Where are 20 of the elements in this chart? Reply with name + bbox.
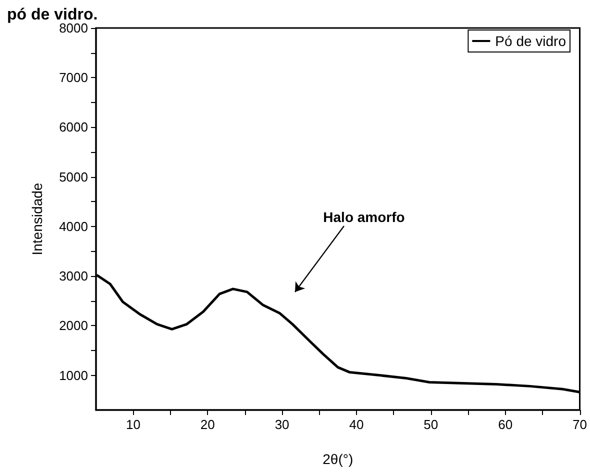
x-tick-label: 10 [126, 417, 140, 432]
x-tick-label: 20 [200, 417, 215, 432]
y-tick-label: 8000 [59, 20, 88, 36]
x-tick-label: 70 [572, 417, 588, 432]
x-tick-label: 30 [274, 417, 290, 432]
y-tick-label: 6000 [59, 120, 88, 135]
y-tick-label: 7000 [59, 70, 88, 86]
annotation: Halo amorfo [323, 209, 405, 225]
x-tick-label: 50 [424, 417, 438, 432]
x-axis-title: 2θ(°) [322, 451, 354, 467]
x-tick-label: 40 [349, 417, 364, 432]
y-axis-title: Intensidade [29, 182, 45, 256]
y-tick-label: 4000 [59, 218, 88, 234]
x-tick-label: 60 [498, 417, 513, 432]
y-tick-label: 3000 [59, 268, 88, 284]
chart-title: pó de vidro. [7, 6, 98, 24]
y-tick-label: 5000 [59, 169, 88, 184]
legend-label: Pó de vidro [495, 33, 566, 49]
y-tick-label: 2000 [59, 318, 88, 334]
y-tick-label: 1000 [59, 368, 88, 383]
